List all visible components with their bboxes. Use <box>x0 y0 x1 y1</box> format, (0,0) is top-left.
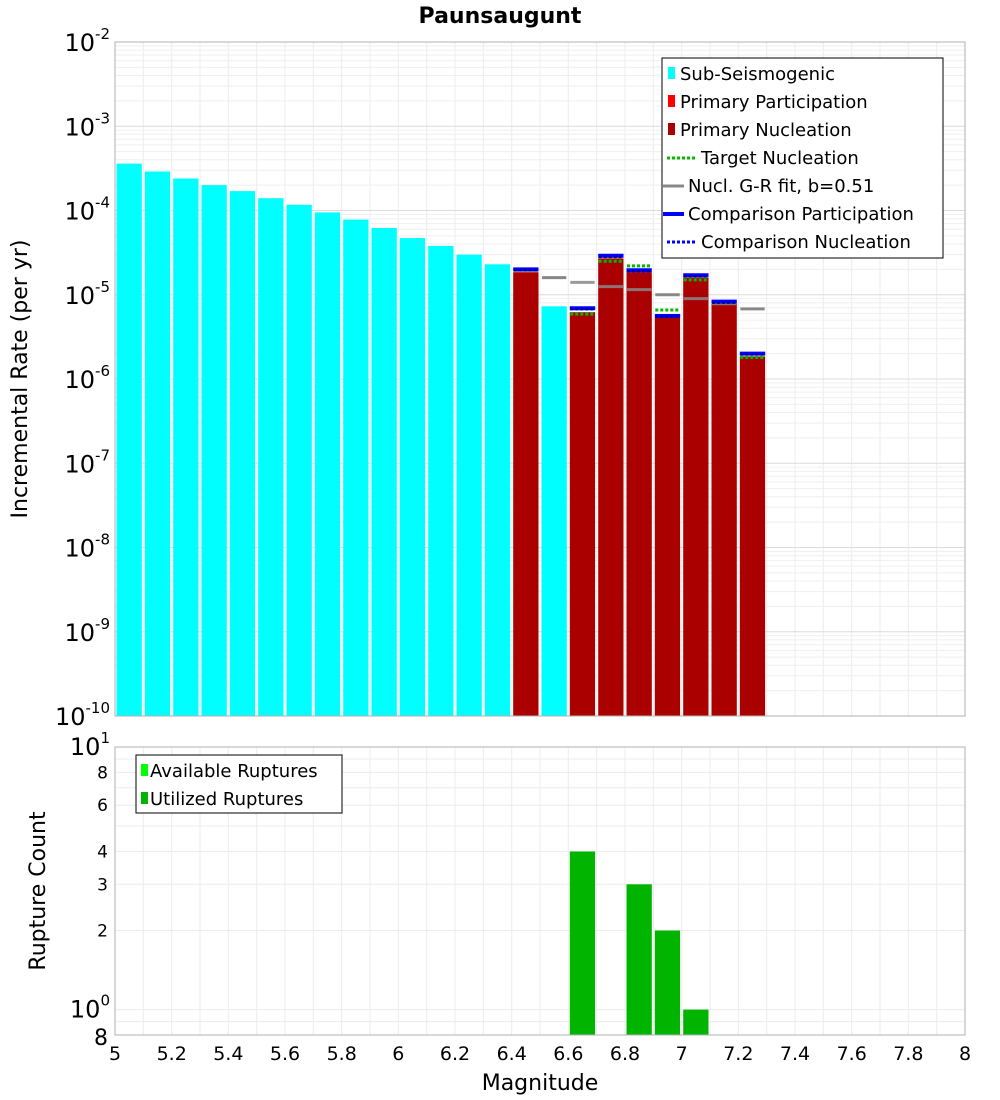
x-tick-label: 6 <box>392 1043 404 1065</box>
top-bars <box>116 163 766 717</box>
legend-swatch <box>668 95 675 107</box>
legend-box <box>661 57 944 259</box>
legend-box <box>135 754 343 814</box>
utilized-ruptures-bar <box>626 884 652 1035</box>
primary-nucleation-bar <box>569 312 596 716</box>
sub-seismogenic-bar <box>314 212 341 716</box>
y-tick-label: 8 <box>94 1026 108 1051</box>
x-ticks: 5 5.2 5.4 5.6 5.8 6 6.2 6.4 6.6 6.8 7 7.2 7.4 7.6 7.8 8 <box>109 1043 971 1065</box>
x-tick-label: 7.2 <box>723 1043 753 1065</box>
y-tick-label: 10-7 <box>64 446 110 478</box>
y-tick-label: 3 <box>97 875 108 895</box>
x-tick-label: 7.6 <box>837 1043 867 1065</box>
y-tick-label: 10-6 <box>64 362 110 394</box>
sub-seismogenic-bar <box>428 245 454 716</box>
utilized-ruptures-bar <box>569 851 596 1035</box>
legend-label: Comparison Nucleation <box>701 232 911 253</box>
sub-seismogenic-bar <box>541 306 567 716</box>
y-tick-label: 10-9 <box>64 615 110 647</box>
legend-label: Available Ruptures <box>150 761 318 782</box>
bottom-y-axis-label: Rupture Count <box>26 811 51 971</box>
sub-seismogenic-bar <box>229 191 256 717</box>
legend-label: Sub-Seismogenic <box>680 64 835 85</box>
y-tick-label: 10-4 <box>64 194 110 226</box>
primary-nucleation-bar <box>626 272 652 716</box>
chart-title: Paunsaugunt <box>419 4 582 29</box>
legend-label: Primary Nucleation <box>680 120 852 141</box>
legend-label: Comparison Participation <box>688 204 914 225</box>
utilized-ruptures-bar <box>683 1009 709 1035</box>
primary-nucleation-bar <box>711 303 737 716</box>
x-tick-label: 5 <box>109 1043 121 1065</box>
sub-seismogenic-bar <box>484 264 511 716</box>
sub-seismogenic-bar <box>201 185 227 717</box>
x-tick-label: 7.8 <box>893 1043 923 1065</box>
x-tick-label: 5.2 <box>157 1043 187 1065</box>
y-tick-label: 10-10 <box>55 699 110 731</box>
y-tick-label: 8 <box>97 763 108 783</box>
legend-swatch <box>141 764 148 776</box>
x-tick-label: 6.8 <box>610 1043 640 1065</box>
x-tick-label: 7.4 <box>780 1043 810 1065</box>
sub-seismogenic-bar <box>144 171 171 716</box>
y-tick-label: 10-2 <box>64 25 110 57</box>
top-plot-frame <box>114 41 966 717</box>
sub-seismogenic-bar <box>116 163 142 717</box>
primary-nucleation-bar <box>513 272 539 716</box>
primary-nucleation-bar <box>739 356 766 716</box>
x-tick-label: 5.4 <box>213 1043 243 1065</box>
x-tick-label: 6.4 <box>497 1043 527 1065</box>
legend-swatch <box>668 123 675 135</box>
x-tick-label: 7 <box>676 1043 688 1065</box>
sub-seismogenic-bar <box>258 198 284 716</box>
x-axis-label: Magnitude <box>482 1071 599 1096</box>
top-legend: Sub-Seismogenic Primary Participation Prim… <box>661 57 944 259</box>
bottom-plot-frame <box>114 746 966 1036</box>
sub-seismogenic-bar <box>286 204 312 717</box>
legend-label: Utilized Ruptures <box>150 789 303 810</box>
y-tick-label: 6 <box>97 796 108 816</box>
x-tick-label: 6.2 <box>440 1043 470 1065</box>
y-tick-label: 2 <box>97 922 108 942</box>
y-tick-label: 4 <box>97 843 108 863</box>
legend-swatch <box>668 67 675 79</box>
sub-seismogenic-bar <box>343 219 369 716</box>
y-tick-major-label: 100 <box>70 992 110 1024</box>
legend-label: Nucl. G-R fit, b=0.51 <box>688 176 874 197</box>
y-tick-label: 10-5 <box>64 278 110 310</box>
primary-nucleation-bar <box>654 318 681 716</box>
y-tick-major-label: 101 <box>70 729 110 761</box>
y-tick-label: 10-8 <box>64 531 110 563</box>
x-tick-label: 5.6 <box>270 1043 300 1065</box>
primary-nucleation-bar <box>683 277 709 716</box>
top-overlay-lines <box>513 253 766 359</box>
sub-seismogenic-bar <box>371 228 397 716</box>
utilized-ruptures-bar <box>654 930 681 1035</box>
top-gridlines <box>114 42 966 717</box>
primary-nucleation-bar <box>598 258 624 716</box>
sub-seismogenic-bar <box>173 178 199 716</box>
sub-seismogenic-bar <box>456 254 482 716</box>
x-tick-label: 6.6 <box>553 1043 583 1065</box>
x-tick-label: 8 <box>959 1043 971 1065</box>
legend-label: Target Nucleation <box>700 148 859 169</box>
bottom-bars <box>569 851 709 1035</box>
bottom-legend: Available Ruptures Utilized Ruptures <box>135 754 343 814</box>
x-tick-label: 5.8 <box>327 1043 357 1065</box>
legend-swatch <box>141 792 148 804</box>
sub-seismogenic-bar <box>399 238 426 716</box>
y-tick-label: 10-3 <box>64 109 110 141</box>
legend-label: Primary Participation <box>680 92 868 113</box>
top-y-axis-label: Incremental Rate (per yr) <box>8 240 33 519</box>
top-y-ticks: 10-2 10-3 10-4 10-5 10-6 10-7 10-8 10-9 10-10 <box>55 25 110 731</box>
